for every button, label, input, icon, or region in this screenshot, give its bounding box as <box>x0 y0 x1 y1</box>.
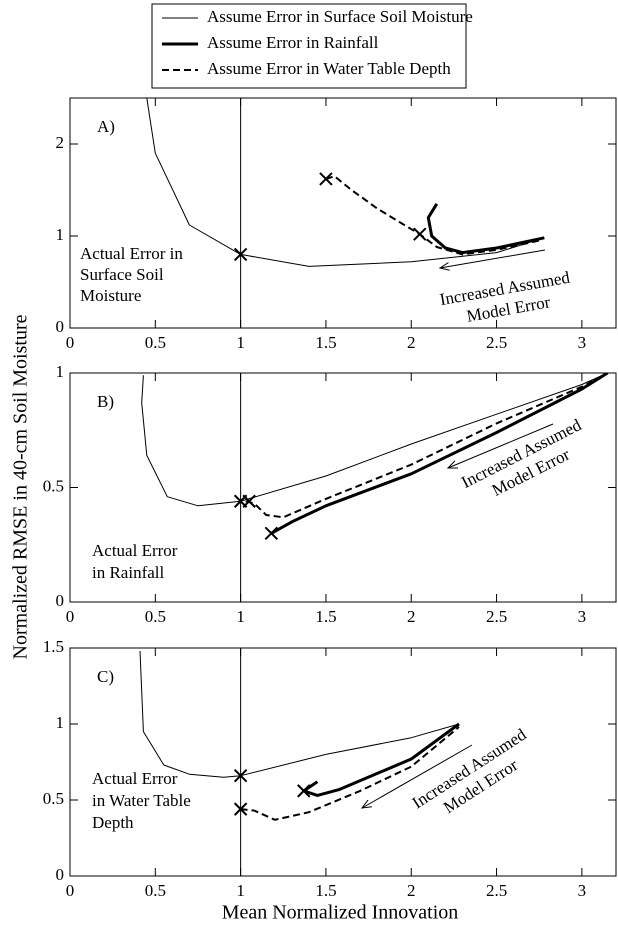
annotation: Actual Error <box>92 769 178 788</box>
legend-label: Assume Error in Water Table Depth <box>207 59 451 78</box>
arrow-shaft <box>447 423 554 469</box>
panel-label: C) <box>97 667 114 686</box>
x-tick-label: 1 <box>236 333 245 352</box>
x-marker <box>233 802 248 816</box>
arrow-head <box>438 262 450 271</box>
y-tick-label: 0 <box>56 591 65 610</box>
x-tick-label: 0 <box>66 881 75 900</box>
series-line <box>325 175 540 256</box>
x-tick-label: 2.5 <box>486 607 507 626</box>
annotation: in Rainfall <box>92 563 165 582</box>
x-tick-label: 1 <box>236 607 245 626</box>
y-tick-label: 0.5 <box>43 789 64 808</box>
x-tick-label: 3 <box>578 881 587 900</box>
annotation: Moisture <box>80 286 141 305</box>
x-marker <box>297 784 311 798</box>
x-tick-label: 3 <box>578 607 587 626</box>
arrow-shaft <box>439 249 546 269</box>
x-tick-label: 2 <box>407 333 416 352</box>
x-tick-label: 2.5 <box>486 333 507 352</box>
x-marker <box>413 227 427 241</box>
x-tick-label: 0.5 <box>145 881 166 900</box>
x-tick-label: 2.5 <box>486 881 507 900</box>
x-tick-label: 0 <box>66 607 75 626</box>
y-tick-label: 2 <box>56 133 65 152</box>
series-line <box>139 650 460 778</box>
x-tick-label: 1.5 <box>315 881 336 900</box>
y-axis-label: Normalized RMSE in 40-cm Soil Moisture <box>10 314 32 659</box>
x-marker <box>233 768 248 783</box>
x-tick-label: 1 <box>236 881 245 900</box>
y-tick-label: 1 <box>56 362 65 381</box>
annotation: in Water Table <box>92 791 191 810</box>
x-marker <box>264 526 279 541</box>
annotation: Actual Error in <box>80 244 183 263</box>
arrow-shaft <box>361 744 473 809</box>
panel-label: B) <box>97 392 114 411</box>
panel-label: A) <box>97 117 115 136</box>
x-tick-label: 1.5 <box>315 607 336 626</box>
legend-box <box>151 3 467 89</box>
x-tick-label: 0.5 <box>145 607 166 626</box>
y-tick-label: 0 <box>56 317 65 336</box>
x-axis-label: Mean Normalized Innovation <box>222 902 459 924</box>
series-line <box>240 726 460 821</box>
x-marker <box>319 172 333 186</box>
x-marker <box>233 247 248 262</box>
x-tick-label: 2 <box>407 607 416 626</box>
y-tick-label: 1.5 <box>43 637 64 656</box>
arrow-head <box>360 799 372 809</box>
y-tick-label: 0 <box>56 865 65 884</box>
x-tick-label: 0.5 <box>145 333 166 352</box>
y-tick-label: 0.5 <box>43 476 64 495</box>
legend-label: Assume Error in Surface Soil Moisture <box>207 7 473 26</box>
plot-frame <box>69 97 617 329</box>
x-tick-label: 2 <box>407 881 416 900</box>
arrow-head <box>446 460 459 469</box>
plot-frame <box>69 647 617 877</box>
legend-label: Assume Error in Rainfall <box>207 33 379 52</box>
series-line <box>245 373 608 519</box>
series-line <box>426 203 545 255</box>
annotation: Surface Soil <box>80 265 164 284</box>
x-tick-label: 3 <box>578 333 587 352</box>
y-tick-label: 1 <box>56 713 65 732</box>
x-tick-label: 0 <box>66 333 75 352</box>
series-line <box>146 98 545 267</box>
annotation: Actual Error <box>92 541 178 560</box>
annotation: Depth <box>92 813 134 832</box>
series-line <box>270 373 609 535</box>
x-marker <box>242 494 256 508</box>
x-tick-label: 1.5 <box>315 333 336 352</box>
y-tick-label: 1 <box>56 225 65 244</box>
